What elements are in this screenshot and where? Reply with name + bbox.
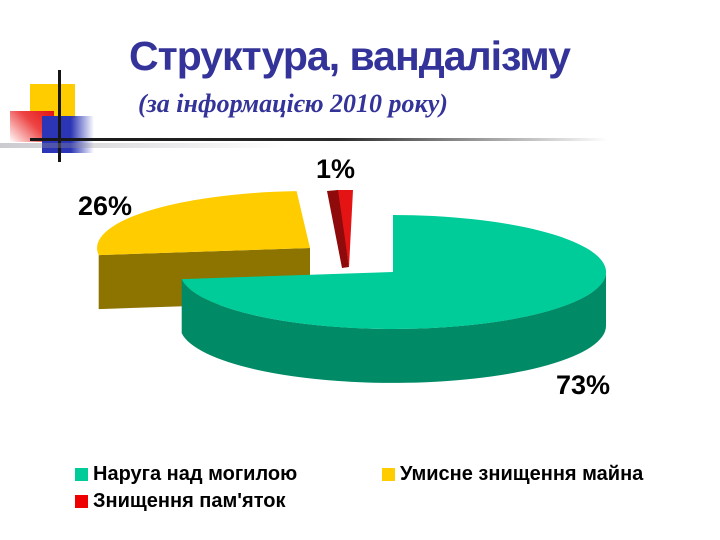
pie-slice-teal-top [181, 214, 607, 329]
legend-label-property-damage: Умисне знищення майна [400, 463, 644, 485]
pie-slice-red-side [327, 190, 349, 268]
pie-slice-grave-desecration [181, 214, 607, 383]
decor-horizontal-line [30, 138, 620, 141]
legend-swatch-red-icon [75, 495, 88, 508]
pie-slice-teal-side [181, 272, 606, 383]
pie-slice-monuments [327, 190, 353, 268]
slide-title: Структура, вандалізму [129, 33, 571, 79]
pie-label-73pct: 73% [556, 370, 611, 400]
pie-slice-yellow-top [97, 191, 310, 256]
legend-item-grave-desecration: Наруга над могилою [75, 462, 297, 486]
decor-blue-square [42, 116, 94, 153]
decor-line-shadow [0, 143, 300, 148]
legend-swatch-teal-icon [75, 468, 88, 481]
decor-vertical-line [58, 70, 61, 162]
pie-label-26pct: 26% [78, 191, 133, 221]
legend-item-monuments: Знищення пам'яток [75, 489, 285, 513]
legend-label-grave-desecration: Наруга над могилою [93, 463, 298, 485]
pie-slice-red-front [337, 190, 353, 267]
legend-item-property-damage: Умисне знищення майна [382, 462, 643, 486]
legend-label-monuments: Знищення пам'яток [93, 490, 286, 512]
slide-subtitle: (за інформацією 2010 року) [138, 89, 448, 118]
legend-swatch-yellow-icon [382, 468, 395, 481]
pie-label-1pct: 1% [316, 154, 356, 184]
